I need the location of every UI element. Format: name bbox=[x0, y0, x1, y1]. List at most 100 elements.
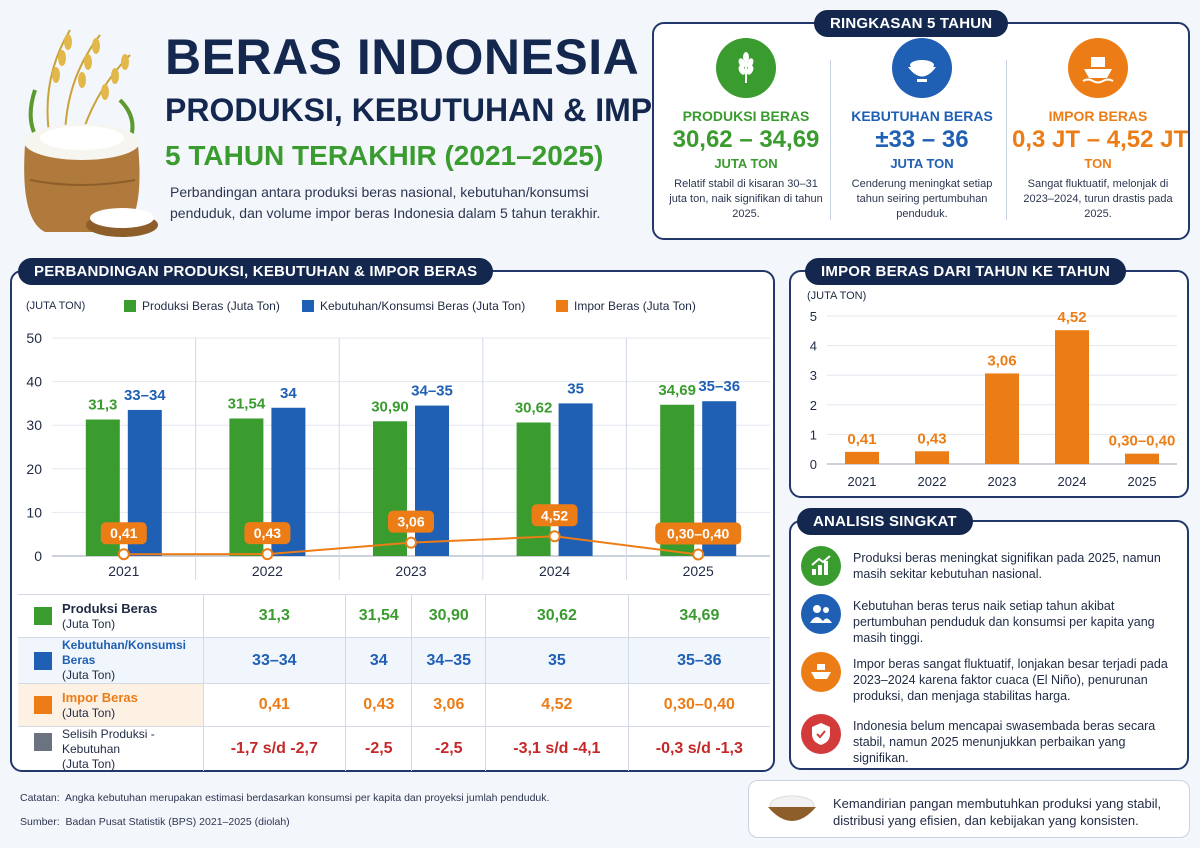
y-tick-label: 0 bbox=[810, 457, 817, 472]
legend-production: Produksi Beras (Juta Ton) bbox=[124, 299, 280, 313]
shield-icon bbox=[801, 714, 841, 754]
imports-point bbox=[261, 548, 274, 561]
summary-card-demand: KEBUTUHAN BERAS ±33 – 36 JUTA TON Cender… bbox=[836, 38, 1008, 222]
period-title: 5 TAHUN TERAKHIR (2021–2025) bbox=[165, 140, 604, 171]
imports-label-box bbox=[244, 522, 291, 545]
summary-panel: RINGKASAN 5 TAHUN PRODUKSI BERAS 30,62 –… bbox=[652, 10, 1190, 240]
main-chart-title: PERBANDINGAN PRODUKSI, KEBUTUHAN & IMPOR… bbox=[18, 258, 494, 285]
x-tick-label: 2025 bbox=[683, 563, 714, 579]
y-tick-label: 3 bbox=[810, 368, 817, 383]
bar-value-label: 35 bbox=[567, 380, 584, 397]
analysis-title: ANALISIS SINGKAT bbox=[797, 508, 973, 535]
wheat-icon bbox=[716, 38, 776, 98]
bar-value-label: 3,06 bbox=[987, 352, 1016, 369]
summary-value: 30,62 – 34,69 bbox=[672, 126, 820, 153]
x-tick-label: 2022 bbox=[252, 563, 283, 579]
ship-icon bbox=[801, 652, 841, 692]
quote-panel: Kemandirian pangan membutuhkan produksi … bbox=[748, 780, 1190, 838]
summary-desc: Cenderung meningkat setiap tahun seiring… bbox=[851, 178, 993, 220]
summary-desc: Sangat fluktuatif, melonjak di 2023–2024… bbox=[1023, 178, 1173, 220]
imports-bar bbox=[845, 451, 879, 464]
quote-text: Kemandirian pangan membutuhkan produksi … bbox=[833, 796, 1162, 828]
bar-value-label: 34 bbox=[280, 385, 297, 402]
bar-value-label: 34,69 bbox=[658, 382, 696, 399]
summary-divider bbox=[1006, 60, 1007, 220]
analysis-panel: ANALISIS SINGKAT Produksi beras meningka… bbox=[789, 508, 1189, 770]
imports-value-label: 3,06 bbox=[397, 514, 424, 530]
bar-demand bbox=[558, 403, 593, 556]
y-tick-label: 40 bbox=[26, 374, 42, 390]
y-tick-label: 1 bbox=[810, 427, 817, 442]
imports-value-label: 0,41 bbox=[110, 525, 137, 541]
imports-value-label: 4,52 bbox=[541, 507, 568, 523]
analysis-item: Indonesia belum mencapai swasembada bera… bbox=[801, 714, 1181, 766]
bar-value-label: 34–35 bbox=[411, 383, 453, 400]
bar-value-label: 0,30–0,40 bbox=[1109, 433, 1176, 450]
y-tick-label: 2 bbox=[810, 398, 817, 413]
legend-demand: Kebutuhan/Konsumsi Beras (Juta Ton) bbox=[302, 299, 525, 313]
imports-value-label: 0,30–0,40 bbox=[667, 525, 729, 541]
summary-label: KEBUTUHAN BERAS bbox=[851, 108, 993, 124]
bar-value-label: 35–36 bbox=[698, 378, 740, 395]
imports-chart: 0 1 2 3 4 5 0,41 2021 0,43 2022 3,06 2023 4,52 2024 0,… bbox=[810, 309, 1177, 489]
page-subtitle: PRODUKSI, KEBUTUHAN & IMPOR bbox=[165, 92, 701, 128]
summary-unit: JUTA TON bbox=[714, 156, 778, 171]
summary-value: 0,3 JT – 4,52 JT bbox=[1012, 126, 1189, 153]
summary-card-production: PRODUKSI BERAS 30,62 – 34,69 JUTA TON Re… bbox=[660, 38, 832, 222]
summary-unit: TON bbox=[1084, 156, 1112, 171]
x-tick-label: 2021 bbox=[848, 474, 877, 489]
bar-value-label: 31,54 bbox=[228, 395, 266, 412]
imports-bar bbox=[985, 373, 1019, 464]
y-tick-label: 30 bbox=[26, 417, 42, 433]
main-chart: 0 10 20 30 40 50 31,3 33–34 2021 31,54 34 2022 30,90… bbox=[26, 330, 770, 580]
x-tick-label: 2024 bbox=[1058, 474, 1087, 489]
summary-card-imports: IMPOR BERAS 0,3 JT – 4,52 JT TON Sangat … bbox=[1012, 38, 1189, 222]
summary-value: ±33 – 36 bbox=[875, 126, 969, 153]
bar-production bbox=[373, 421, 407, 556]
imports-bar bbox=[1125, 453, 1159, 464]
x-tick-label: 2022 bbox=[918, 474, 947, 489]
legend-imports: Impor Beras (Juta Ton) bbox=[556, 299, 696, 313]
y-tick-label: 10 bbox=[26, 504, 42, 520]
imports-label-box bbox=[655, 522, 742, 545]
imports-point bbox=[117, 548, 130, 561]
intro-text: Perbandingan antara produksi beras nasio… bbox=[170, 184, 601, 221]
y-tick-label: 4 bbox=[810, 339, 817, 354]
x-tick-label: 2023 bbox=[988, 474, 1017, 489]
imports-point bbox=[548, 530, 561, 543]
analysis-item: Impor beras sangat fluktuatif, lonjakan … bbox=[801, 652, 1181, 704]
imports-point bbox=[405, 536, 417, 549]
ship-icon bbox=[1068, 38, 1128, 98]
summary-label: PRODUKSI BERAS bbox=[682, 108, 810, 124]
imports-bar bbox=[915, 451, 949, 464]
y-tick-label: 20 bbox=[26, 461, 42, 477]
x-tick-label: 2023 bbox=[395, 563, 426, 579]
imports-label-box bbox=[100, 522, 147, 545]
summary-title: RINGKASAN 5 TAHUN bbox=[814, 10, 1009, 37]
summary-label: IMPOR BERAS bbox=[1048, 108, 1148, 124]
analysis-item: Kebutuhan beras terus naik setiap tahun … bbox=[801, 594, 1181, 646]
y-tick-label: 50 bbox=[26, 330, 42, 346]
analysis-item: Produksi beras meningkat signifikan pada… bbox=[801, 546, 1181, 586]
bar-demand bbox=[415, 405, 449, 556]
rice-bowl-icon bbox=[892, 38, 952, 98]
x-tick-label: 2024 bbox=[539, 563, 570, 579]
imports-chart-unit: (JUTA TON) bbox=[807, 290, 867, 302]
imports-value-label: 0,43 bbox=[254, 525, 281, 541]
bar-value-label: 0,41 bbox=[847, 431, 876, 448]
table-row: Impor Beras (Juta Ton) 0,41 0,43 3,06 4,5… bbox=[18, 683, 770, 727]
summary-desc: Relatif stabil di kisaran 30–31 juta ton… bbox=[669, 178, 823, 220]
bar-value-label: 4,52 bbox=[1057, 309, 1086, 326]
summary-divider bbox=[830, 60, 831, 220]
rice-bowl-icon bbox=[768, 795, 816, 821]
imports-bar bbox=[1055, 330, 1089, 464]
bar-value-label: 30,62 bbox=[515, 399, 553, 416]
summary-unit: JUTA TON bbox=[890, 156, 954, 171]
bar-value-label: 0,43 bbox=[917, 430, 946, 447]
imports-point bbox=[692, 548, 705, 561]
imports-label-box bbox=[388, 510, 434, 533]
main-chart-panel: PERBANDINGAN PRODUKSI, KEBUTUHAN & IMPOR… bbox=[10, 258, 775, 772]
table-row: Kebutuhan/Konsumsi Beras (Juta Ton) 33–34… bbox=[18, 637, 770, 684]
bar-production bbox=[516, 422, 551, 556]
imports-chart-title: IMPOR BERAS DARI TAHUN KE TAHUN bbox=[805, 258, 1126, 285]
